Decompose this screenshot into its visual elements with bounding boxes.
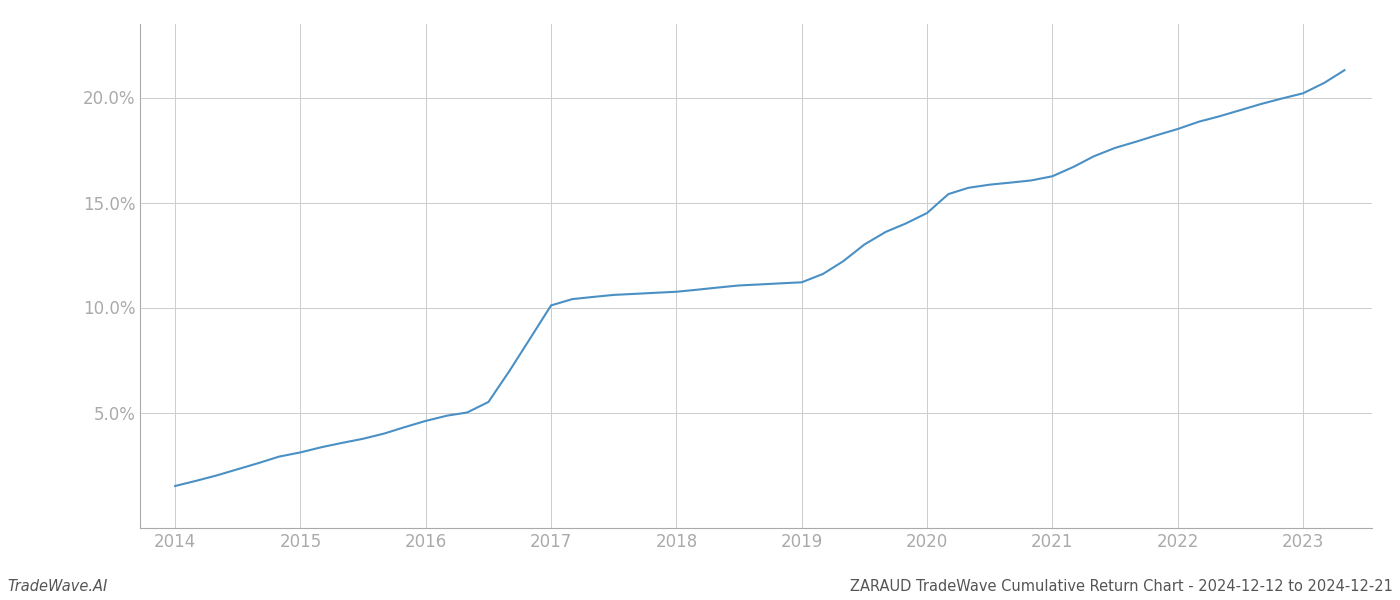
- Text: TradeWave.AI: TradeWave.AI: [7, 579, 108, 594]
- Text: ZARAUD TradeWave Cumulative Return Chart - 2024-12-12 to 2024-12-21: ZARAUD TradeWave Cumulative Return Chart…: [850, 579, 1393, 594]
